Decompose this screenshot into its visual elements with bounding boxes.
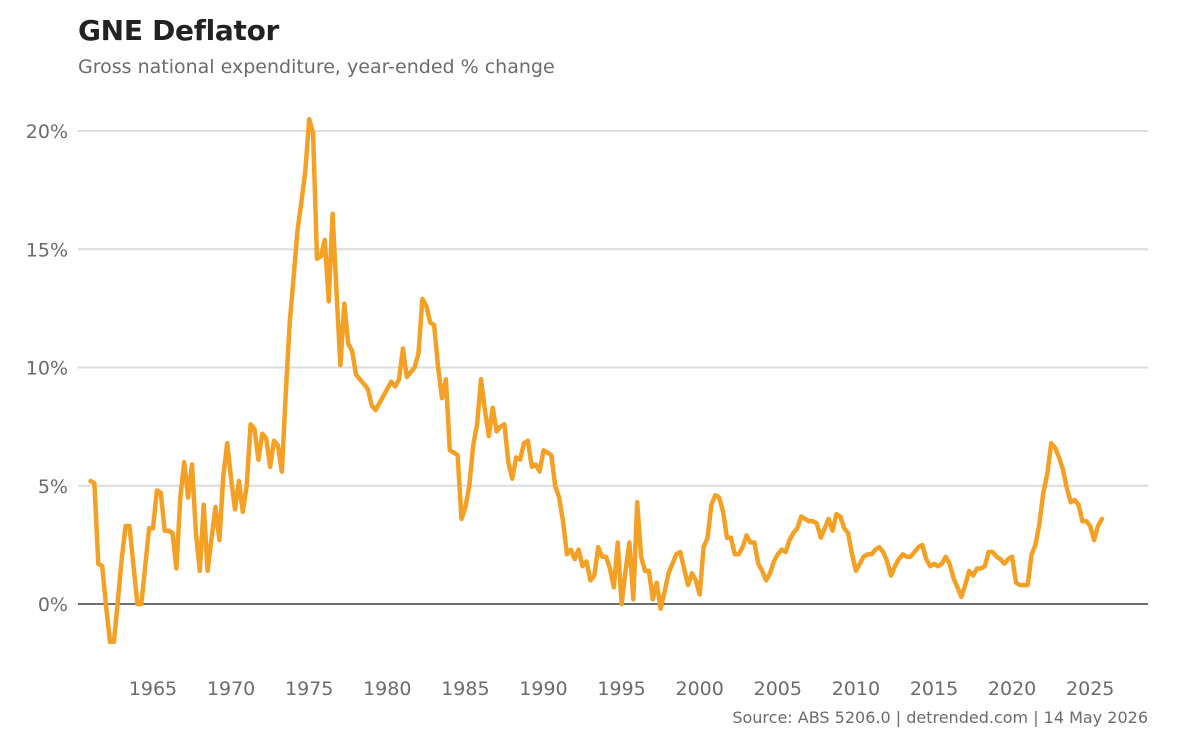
y-tick-label: 15% — [26, 239, 68, 261]
x-tick-label: 1985 — [441, 678, 489, 700]
x-tick-label: 1970 — [207, 678, 255, 700]
x-tick-label: 2015 — [910, 678, 958, 700]
y-tick-label: 0% — [38, 594, 68, 616]
source-note: Source: ABS 5206.0 | detrended.com | 14 … — [732, 708, 1148, 727]
x-tick-label: 2000 — [676, 678, 724, 700]
x-tick-label: 1990 — [519, 678, 567, 700]
y-tick-label: 5% — [38, 476, 68, 498]
chart-subtitle: Gross national expenditure, year-ended %… — [78, 56, 555, 78]
y-tick-label: 10% — [26, 358, 68, 380]
x-tick-label: 1980 — [363, 678, 411, 700]
chart-title: GNE Deflator — [78, 14, 280, 47]
grid-lines — [78, 130, 1148, 605]
x-tick-label: 1995 — [597, 678, 645, 700]
y-tick-label: 20% — [26, 121, 68, 143]
x-axis-tick-labels: 1965 1970 1975 1980 1985 1990 1995 2000 2005 2010… — [129, 678, 1115, 700]
x-tick-label: 2010 — [832, 678, 880, 700]
y-axis-tick-labels: 0% 5% 10% 15% 20% — [26, 121, 68, 616]
series-line-gne-deflator — [88, 116, 1105, 645]
x-tick-label: 2005 — [754, 678, 802, 700]
x-tick-label: 2020 — [988, 678, 1036, 700]
x-tick-label: 1965 — [129, 678, 177, 700]
x-tick-label: 2025 — [1066, 678, 1114, 700]
x-tick-label: 1975 — [285, 678, 333, 700]
series-layer — [88, 116, 1105, 645]
